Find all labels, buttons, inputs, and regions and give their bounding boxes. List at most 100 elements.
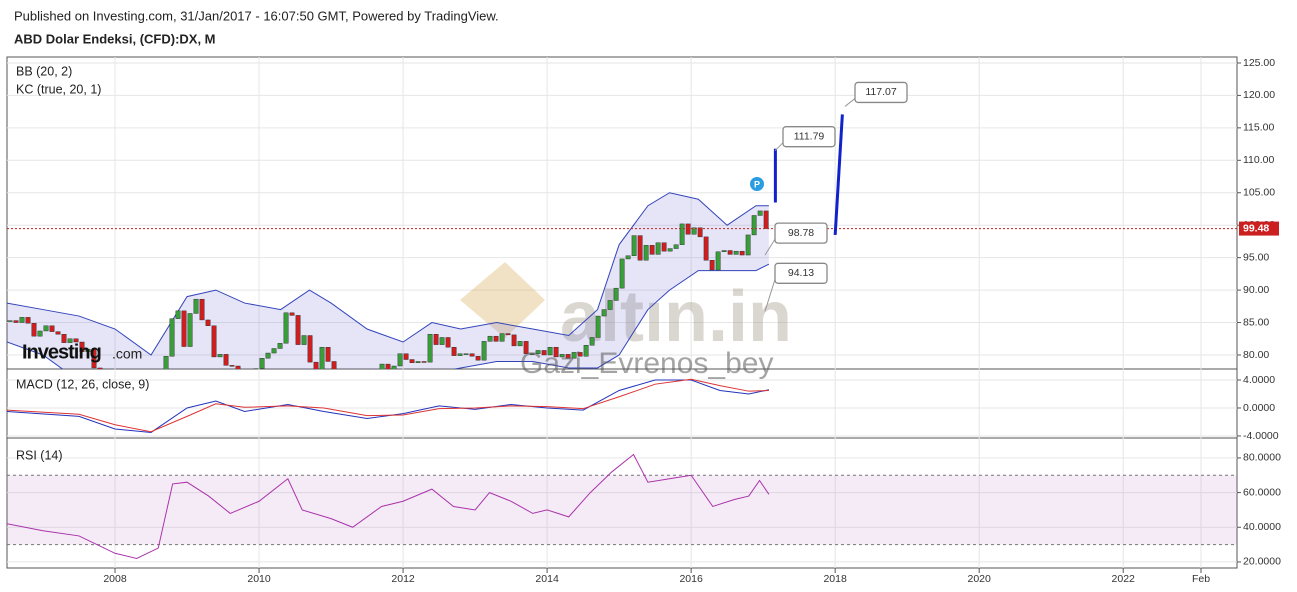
candle [709,260,715,271]
candle [685,223,691,235]
callout-pointer [764,238,776,256]
rsi-line [7,453,770,559]
candle [259,358,265,369]
candle [325,346,331,362]
candle [421,361,427,363]
candle [37,330,43,337]
candle [481,341,487,361]
candle [253,368,259,369]
candle [637,235,643,261]
candle [31,322,37,337]
candle [469,353,475,357]
candle [583,345,589,357]
legend-text: RSI (14) [16,448,63,462]
candle [673,244,679,249]
callout-pointer [764,279,776,312]
candle [19,317,25,323]
candle [374,393,378,394]
macd-line [7,379,770,433]
candle [445,337,451,348]
candle [55,331,61,335]
band-lower [7,263,770,369]
candle [49,325,55,332]
plot-frame [6,56,1238,569]
y-tick-label: 60.0000 [1243,486,1281,498]
projection-line [833,114,844,236]
candle [248,378,252,390]
chart-title: ABD Dolar Endeksi, (CFD):DX, M [14,31,216,46]
band-upper [7,192,769,356]
candle [631,235,637,256]
candle [289,312,295,316]
candle [199,298,205,321]
candle [757,210,763,216]
candle [409,359,415,363]
candle [655,242,661,255]
y-tick-label: 115.00 [1243,122,1274,134]
candle [319,346,325,369]
candle [362,390,366,392]
candle [619,258,625,289]
candle [271,348,277,354]
candle [13,320,19,323]
y-tick-label: 120.00 [1243,89,1275,101]
x-tick-label: 2014 [535,573,559,585]
x-tick-label: 2008 [103,573,127,585]
watermark: .com [112,346,142,362]
last-price-box [1239,221,1279,236]
x-tick-label: 2020 [968,573,992,585]
candle [607,300,613,310]
candle [547,346,553,356]
candle [295,315,301,345]
band-area [7,192,769,369]
callout-label: 98.78 [788,227,814,239]
candle [379,363,385,369]
callout-box [854,81,908,104]
candle [553,346,559,358]
x-tick-label: 2012 [391,573,415,585]
candle [667,248,673,252]
candle [577,352,583,357]
candle [475,356,481,361]
y-tick-label: 85.00 [1243,316,1269,328]
candle [415,361,421,363]
candle [169,318,175,357]
legend-text: KC (true, 20, 1) [16,82,101,96]
candle [85,348,91,352]
candle [505,333,511,336]
y-tick-label: 95.00 [1243,251,1269,263]
candle [679,223,685,245]
candle [733,250,739,255]
candle [158,372,162,400]
candle [140,399,144,402]
legend-text: MACD (12, 26, close, 9) [16,377,149,391]
callout-box [782,126,836,148]
callout-pointer [844,98,856,107]
candle [433,334,439,345]
candle [613,287,619,301]
candle [7,320,13,322]
candle [751,215,757,236]
macd-line [7,378,769,433]
candle [439,337,445,345]
callout-pointer [774,142,784,152]
candle [595,315,601,338]
last-price-label: 99.48 [1243,222,1269,234]
candle [727,250,733,255]
marker-icon [750,177,764,191]
x-tick-label: Feb [1192,573,1210,585]
y-tick-label: 4.0000 [1243,374,1275,386]
candle [25,317,31,324]
candle [283,312,289,344]
legend-text: BB (20, 2) [16,64,72,78]
source-text: Published on Investing.com, 31/Jan/2017 … [14,8,499,23]
candle [517,341,523,347]
candle [739,250,745,256]
candle [427,334,433,363]
candle [649,245,655,255]
rsi-band [7,475,1237,545]
marker-icon-text: P [754,179,760,189]
candle [493,335,499,342]
candle [331,361,337,369]
